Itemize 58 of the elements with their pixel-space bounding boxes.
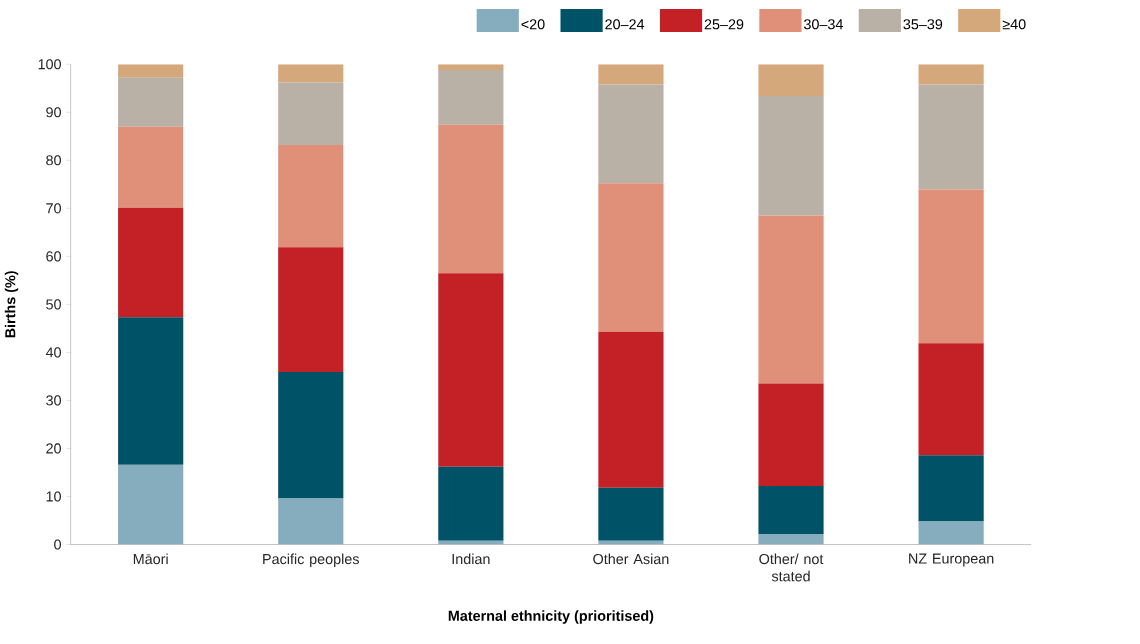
bar <box>598 84 664 184</box>
bar <box>918 521 984 545</box>
bar <box>758 533 824 545</box>
legend-label: <20 <box>521 19 545 30</box>
bar <box>758 215 824 384</box>
bar <box>118 207 184 318</box>
bar <box>278 144 344 248</box>
bar <box>918 189 984 344</box>
bar <box>918 343 984 456</box>
bar <box>438 466 504 541</box>
y-tick-label: 100 <box>38 59 61 70</box>
bar <box>598 487 664 541</box>
legend-label: 20–24 <box>605 19 645 30</box>
y-tick-label: 80 <box>46 155 61 166</box>
y-axis-title: Births (%) <box>4 271 19 338</box>
bar <box>118 64 184 78</box>
y-tick-label: 40 <box>45 347 61 358</box>
x-tick-label: Other Asian <box>593 553 669 565</box>
x-tick-label: Other/ not stated <box>759 553 824 582</box>
y-tick-label: 20 <box>46 443 61 454</box>
bar <box>918 64 984 85</box>
y-tick-label: 0 <box>54 539 61 550</box>
bar <box>598 183 664 332</box>
y-tick-label: 90 <box>46 107 61 118</box>
bar <box>438 124 504 274</box>
x-axis-title: Maternal ethnicity (prioritised) <box>448 610 654 624</box>
bar <box>278 82 344 145</box>
bar <box>278 247 344 372</box>
y-tick-label: 10 <box>46 491 61 502</box>
bar <box>278 64 344 83</box>
bar <box>438 69 504 125</box>
x-tick-label: Māori <box>133 553 168 565</box>
bar <box>758 383 824 486</box>
bar <box>278 498 344 545</box>
y-tick-label: 70 <box>46 203 61 214</box>
bar <box>598 64 664 85</box>
legend-label: 35–39 <box>903 19 943 30</box>
y-tick-label: 50 <box>46 299 61 310</box>
legend-label: 25–29 <box>704 19 744 30</box>
bar <box>918 84 984 190</box>
y-tick-label: 30 <box>46 395 61 406</box>
legend-label: 30–34 <box>803 19 843 30</box>
y-tick-label: 60 <box>46 251 61 262</box>
bar <box>438 273 504 467</box>
bar <box>758 95 824 216</box>
x-tick-label: Indian <box>452 553 490 565</box>
bar <box>918 455 984 522</box>
bar <box>598 331 664 488</box>
bar <box>118 126 184 208</box>
bar <box>118 464 184 545</box>
bar <box>758 485 824 534</box>
x-tick-label: NZ European <box>909 553 994 567</box>
bar <box>758 64 824 96</box>
legend-label: ≥40 <box>1002 19 1026 30</box>
bar <box>118 77 184 127</box>
bar <box>118 317 184 465</box>
x-tick-label: Pacific peoples <box>263 553 359 567</box>
bar <box>278 371 344 499</box>
